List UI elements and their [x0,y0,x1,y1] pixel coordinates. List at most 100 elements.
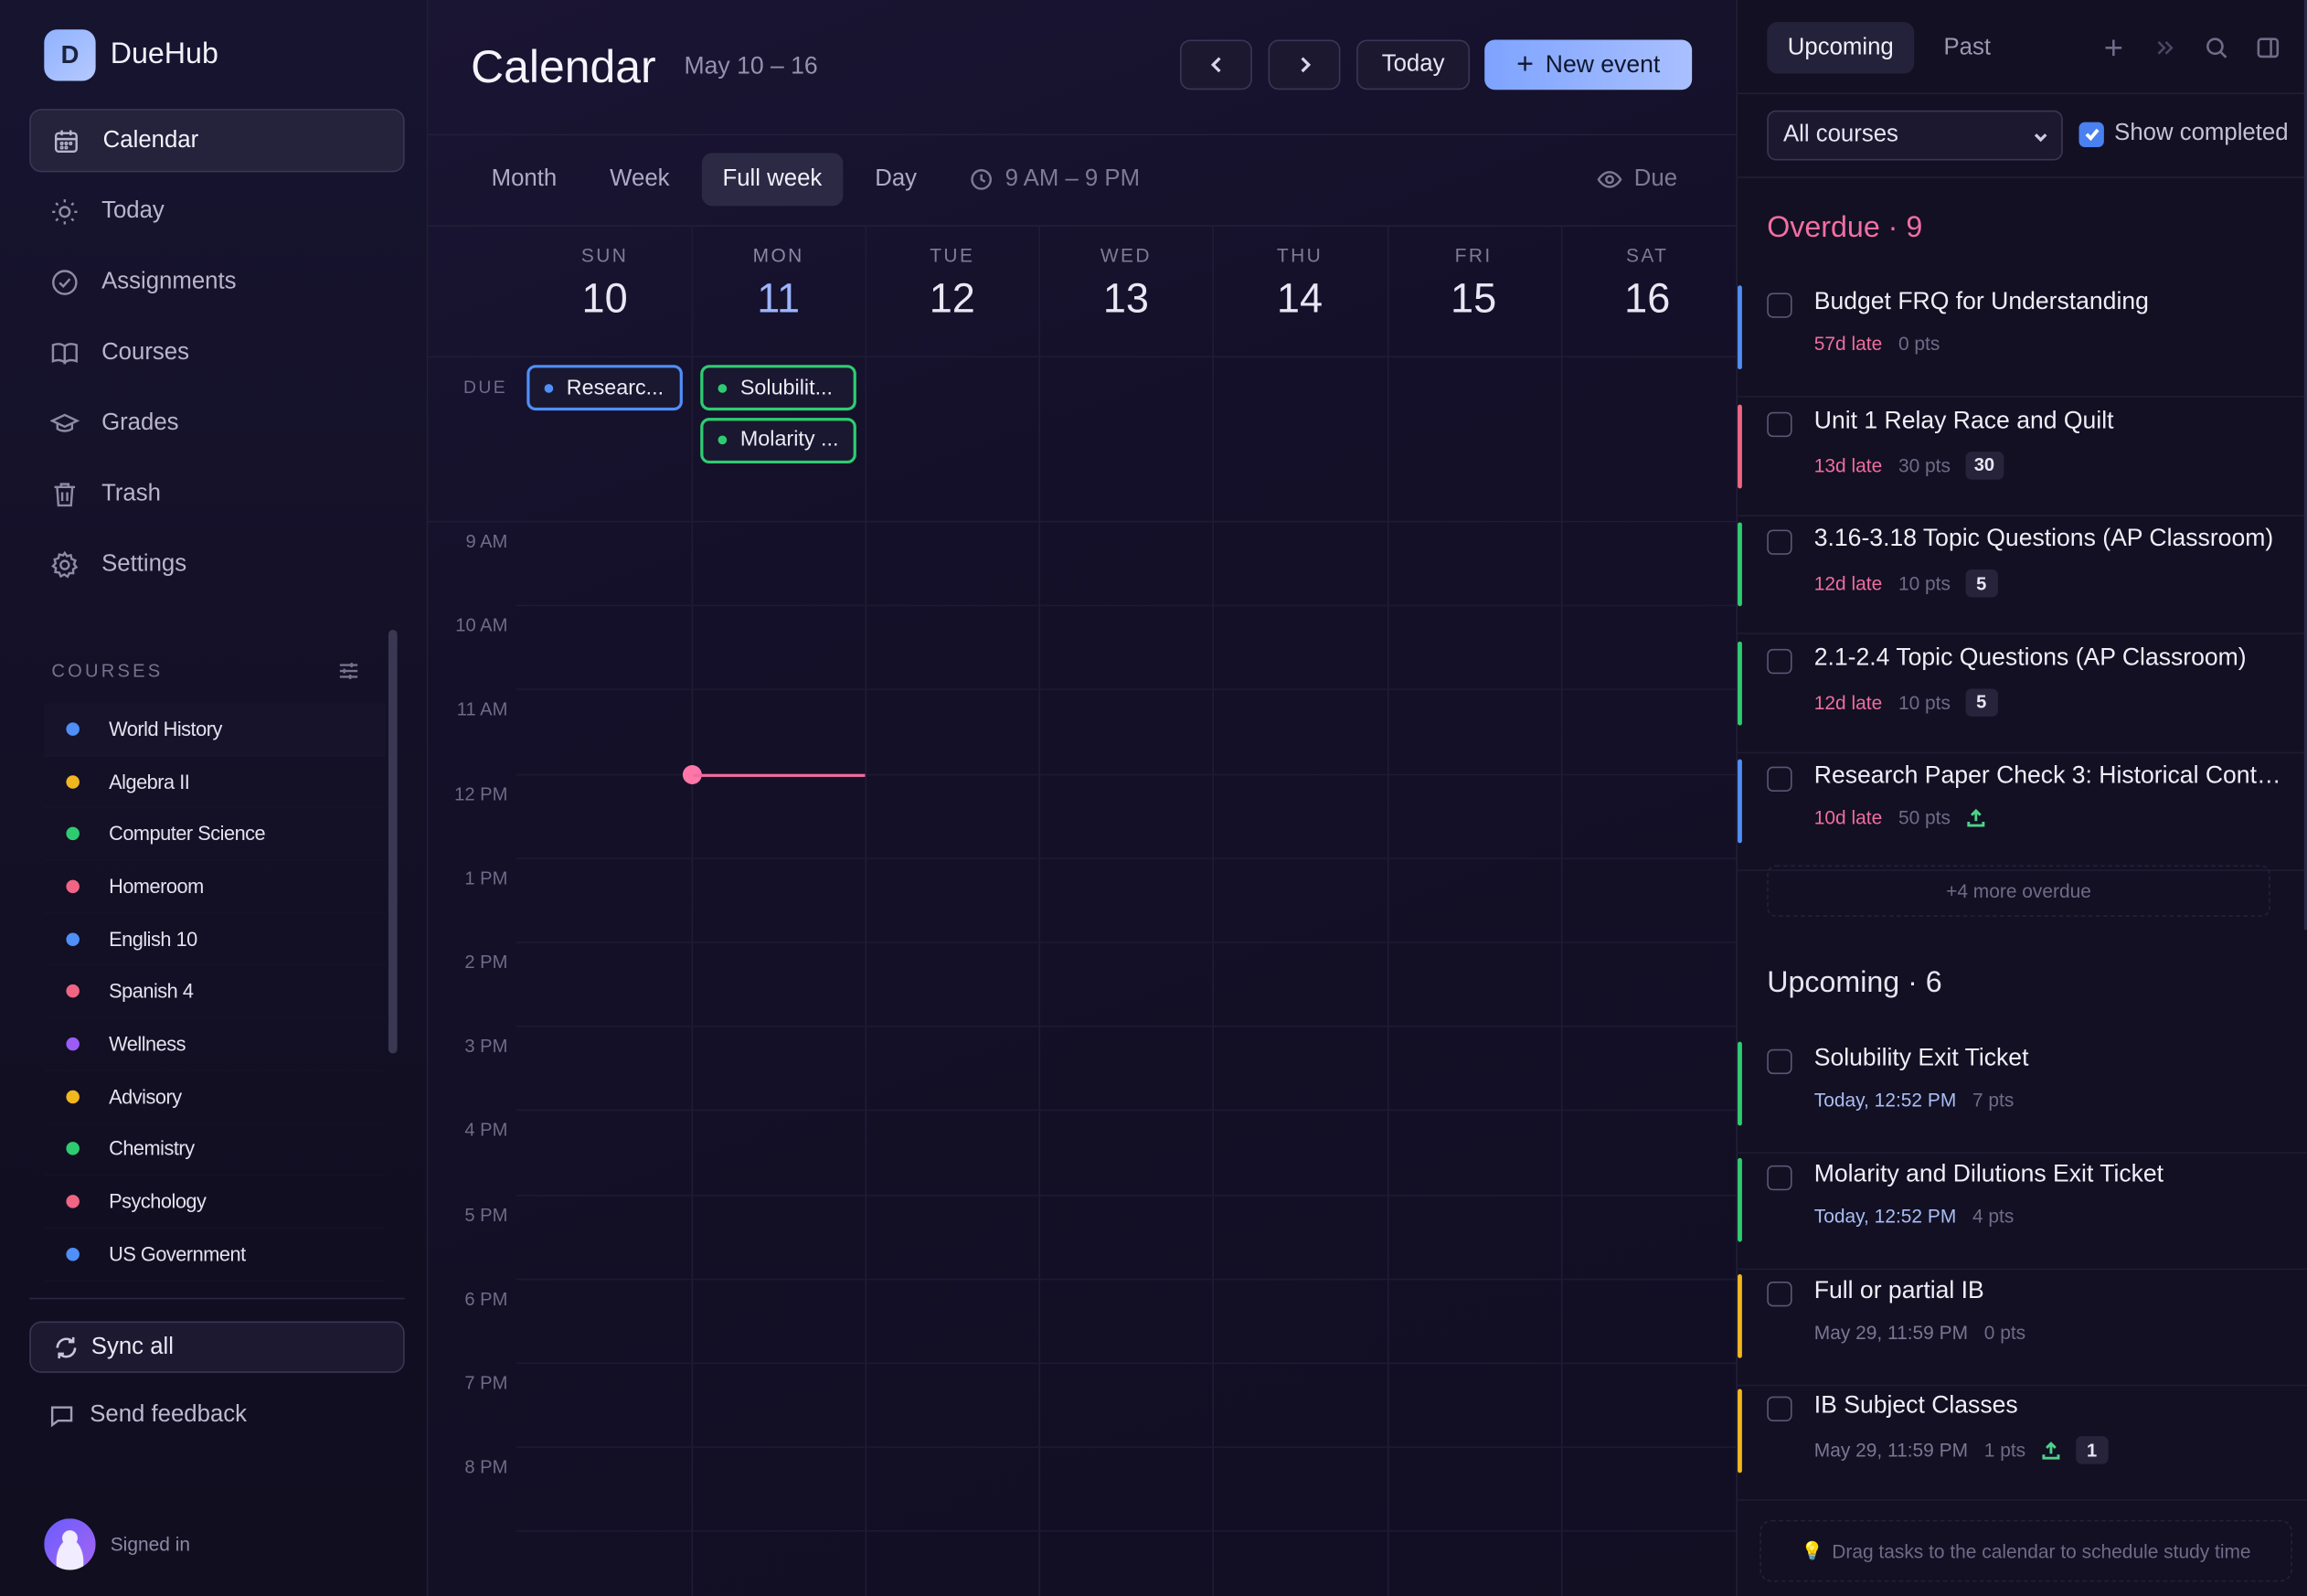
tab-day[interactable]: Day [875,165,918,192]
task-checkbox[interactable] [1767,1048,1792,1075]
course-item[interactable]: Psychology [44,1176,385,1228]
course-name: Spanish 4 [109,980,194,1003]
sidebar-item-trash[interactable]: Trash [29,462,404,525]
course-item[interactable]: Chemistry [44,1123,385,1176]
sync-all-label: Sync all [90,1334,174,1359]
day-header[interactable]: MON 11 [692,244,866,322]
double-chevron-right-icon[interactable] [2153,36,2177,60]
course-item[interactable]: Computer Science [44,808,385,860]
course-color-dot [66,984,80,998]
course-item[interactable]: Spanish 4 [44,966,385,1018]
due-event-chip[interactable]: Researc... [526,365,683,411]
course-item[interactable]: English 10 [44,913,385,965]
day-header[interactable]: TUE 12 [866,244,1039,322]
task-row[interactable]: Solubility Exit Ticket Today, 12:52 PM 7 p… [1738,1037,2307,1154]
sliders-icon[interactable] [337,659,361,683]
sidebar-item-label: Courses [101,339,189,365]
sidebar-item-label: Assignments [101,268,237,294]
add-icon[interactable] [2101,36,2126,60]
prev-week-button[interactable] [1179,39,1252,90]
late-label: 13d late [1813,453,1883,476]
checkbox-checked[interactable] [2078,121,2104,147]
task-row[interactable]: Molarity and Dilutions Exit Ticket Today,… [1738,1154,2307,1270]
points-label: 10 pts [1898,572,1951,595]
sidebar-item-assignments[interactable]: Assignments [29,250,404,314]
day-column-line [1387,225,1388,1596]
day-header[interactable]: FRI 15 [1387,244,1560,322]
due-time: May 29, 11:59 PM [1813,1439,1969,1463]
sidebar-item-settings[interactable]: Settings [29,533,404,596]
search-icon[interactable] [2204,36,2228,60]
sidebar-scrollbar[interactable] [388,629,398,1054]
course-item[interactable]: Wellness [44,1018,385,1070]
course-color-bar [1738,1041,1742,1126]
today-button[interactable]: Today [1356,39,1471,90]
day-name: FRI [1454,244,1493,267]
course-name: Homeroom [109,875,204,898]
course-item[interactable]: Advisory [44,1071,385,1123]
sync-all-button[interactable]: Sync all [29,1321,405,1373]
hour-label: 4 PM [464,1120,508,1142]
panel-divider-top [1738,92,2307,95]
task-checkbox[interactable] [1767,766,1792,793]
day-column-line [865,225,867,1596]
late-label: 57d late [1813,332,1883,355]
due-event-chip[interactable]: Solubilit... [700,365,856,411]
due-event-chip[interactable]: Molarity ... [700,417,856,463]
late-label: 12d late [1813,572,1883,595]
day-header[interactable]: SUN 10 [518,244,692,322]
panel-toggle-icon[interactable] [2256,36,2280,60]
sidebar-item-courses[interactable]: Courses [29,321,404,384]
date-range: May 10 – 16 [684,52,818,80]
task-row[interactable]: 2.1-2.4 Topic Questions (AP Classroom) 12… [1738,636,2307,753]
points-label: 0 pts [1983,1320,2026,1344]
send-feedback-link[interactable]: Send feedback [48,1402,247,1429]
tab-month[interactable]: Month [491,165,558,192]
tasks-scrollbar[interactable] [2303,0,2307,931]
course-color-dot [66,1037,80,1051]
task-row[interactable]: Research Paper Check 3: Historical Conte… [1738,755,2307,871]
tab-past[interactable]: Past [1943,34,1991,60]
task-checkbox[interactable] [1767,410,1792,437]
task-checkbox[interactable] [1767,648,1792,674]
brand[interactable]: D DueHub [44,29,218,81]
task-row[interactable]: Budget FRQ for Understanding 57d late 0 pt… [1738,281,2307,398]
sidebar-nav: Calendar Today Assignments Courses Grades Tra… [29,109,405,603]
task-checkbox[interactable] [1767,1281,1792,1306]
task-checkbox[interactable] [1767,529,1792,555]
next-week-button[interactable] [1268,39,1341,90]
course-filter-select[interactable]: All courses [1767,110,2063,161]
event-color-dot [544,383,554,392]
tab-upcoming[interactable]: Upcoming [1767,22,1915,74]
due-toggle[interactable]: Due [1596,166,1677,193]
overdue-title: Overdue · 9 [1767,211,1923,245]
day-header[interactable]: SAT 16 [1560,244,1734,322]
day-header[interactable]: WED 13 [1039,244,1213,322]
course-item[interactable]: US Government [44,1229,385,1281]
new-event-button[interactable]: + New event [1484,39,1693,90]
task-row[interactable]: Unit 1 Relay Race and Quilt 13d late 30 pt… [1738,399,2307,516]
tab-full-week[interactable]: Full week [701,153,843,207]
course-item[interactable]: World History [44,703,385,755]
hours-filter[interactable]: 9 AM – 9 PM [970,166,1140,193]
show-completed-checkbox[interactable]: Show completed [2078,121,2289,147]
task-checkbox[interactable] [1767,1165,1792,1190]
sidebar-item-grades[interactable]: Grades [29,391,404,454]
course-item[interactable]: Algebra II [44,756,385,808]
task-row[interactable]: 3.16-3.18 Topic Questions (AP Classroom)… [1738,518,2307,634]
tab-week[interactable]: Week [610,165,670,192]
sidebar-item-calendar[interactable]: Calendar [29,109,405,173]
day-header[interactable]: THU 14 [1213,244,1387,322]
sidebar-item-today[interactable]: Today [29,179,404,242]
task-row[interactable]: Full or partial IB May 29, 11:59 PM 0 pts [1738,1270,2307,1386]
course-list: World History Algebra II Computer Science H… [44,703,385,1281]
account-area[interactable]: Signed in [44,1518,190,1570]
late-label: 12d late [1813,690,1883,713]
task-checkbox[interactable] [1767,1397,1792,1422]
course-item[interactable]: Homeroom [44,861,385,913]
due-event-label: Solubilit... [739,376,834,400]
more-overdue-button[interactable]: +4 more overdue [1767,865,2270,917]
hour-line [516,773,1737,775]
task-row[interactable]: IB Subject Classes May 29, 11:59 PM 1 pts 1 [1738,1385,2307,1502]
task-checkbox[interactable] [1767,293,1792,318]
